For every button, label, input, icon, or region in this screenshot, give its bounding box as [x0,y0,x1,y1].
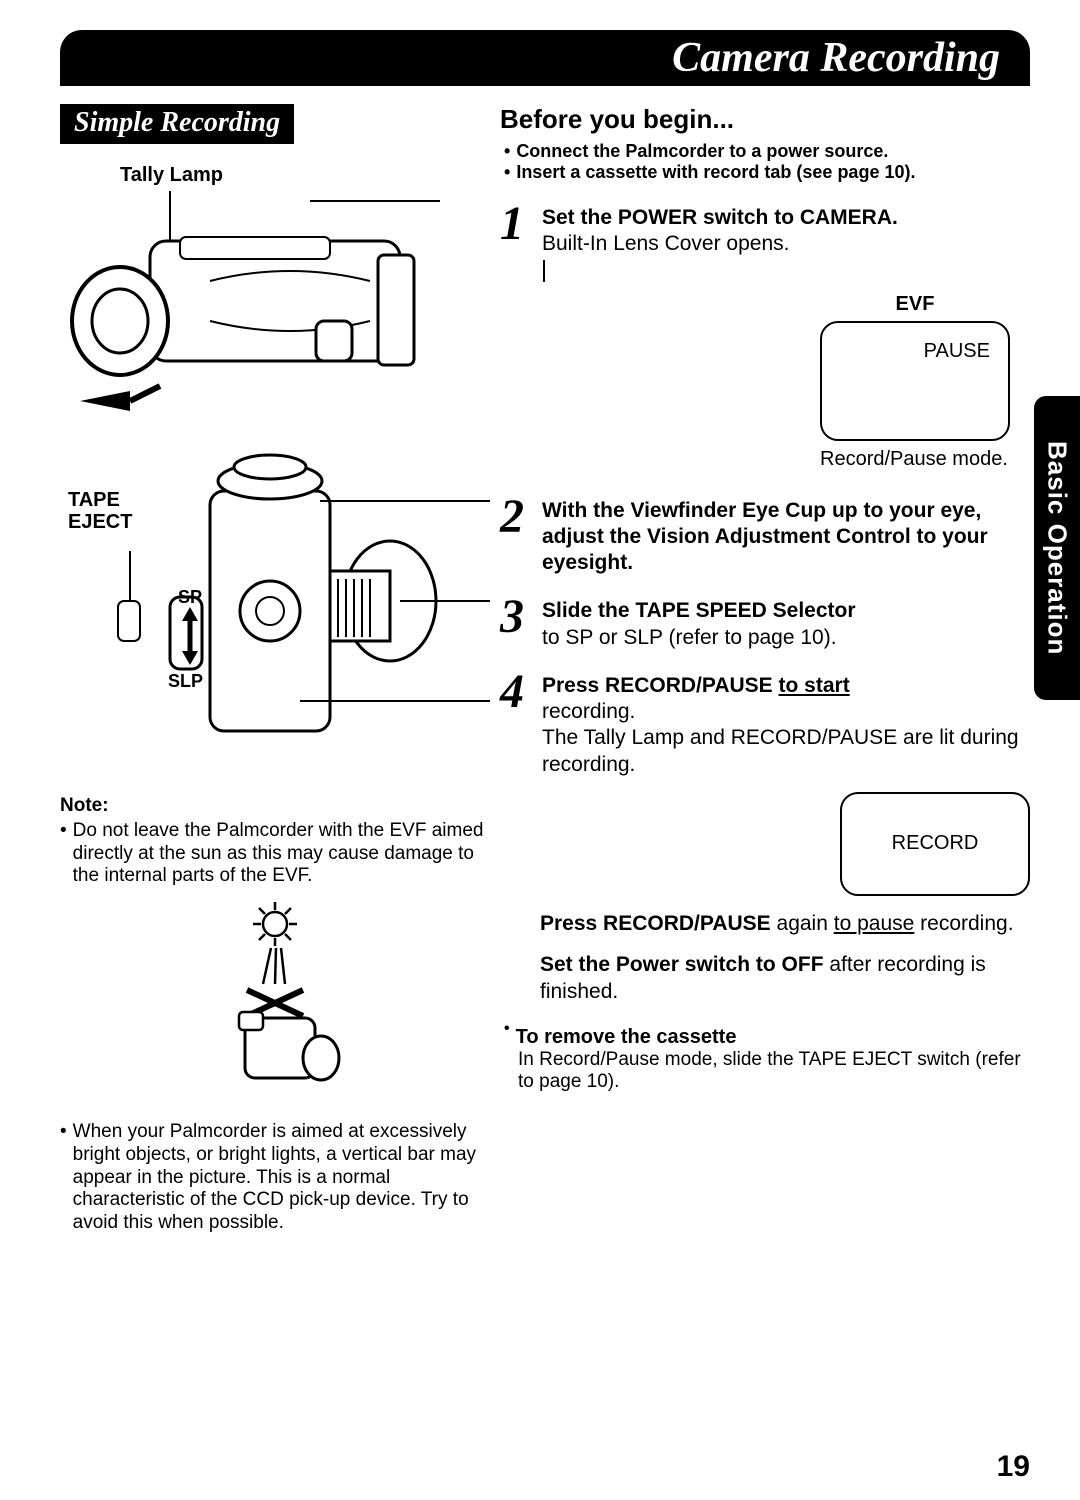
camcorder-rear-illustration: SP SLP [60,451,490,781]
after-steps: Press RECORD/PAUSE again to pause record… [500,910,1030,1006]
cassette-text: In Record/Pause mode, slide the TAPE EJE… [518,1049,1030,1095]
evf-display: EVF PAUSE Record/Pause mode. [542,292,1030,472]
svg-text:SP: SP [178,587,202,607]
sun-warning-illustration [60,898,490,1115]
step-2: 2 With the Viewfinder Eye Cup up to your… [500,498,1030,577]
page-title: Camera Recording [672,35,1000,81]
note-heading: Note: [60,795,490,818]
right-column: Before you begin... •Connect the Palmcor… [500,104,1030,1235]
before-heading: Before you begin... [500,104,1030,135]
step1-leader-line [542,258,802,284]
tally-lamp-label: Tally Lamp [120,164,490,187]
cassette-heading: To remove the cassette [516,1026,737,1049]
side-tab: Basic Operation [1034,396,1080,700]
note-block: Note: • Do not leave the Palmcorder with… [60,795,490,1235]
note-item-2: • When your Palmcorder is aimed at exces… [60,1121,490,1235]
left-column: Simple Recording Tally Lamp [60,104,490,1235]
camcorder-side-illustration [60,191,490,451]
evf-box: PAUSE [820,321,1010,441]
page-title-bar: Camera Recording [60,30,1030,86]
section-header: Simple Recording [60,104,294,144]
before-item-2: •Insert a cassette with record tab (see … [504,162,1030,183]
record-box: RECORD [840,792,1030,896]
before-item-1: •Connect the Palmcorder to a power sourc… [504,141,1030,162]
note-item-1: • Do not leave the Palmcorder with the E… [60,820,490,888]
step-4: 4 Press RECORD/PAUSE to start recording.… [500,673,1030,910]
step-1: 1 Set the POWER switch to CAMERA. Built-… [500,205,1030,476]
svg-text:SLP: SLP [168,671,203,691]
page-number: 19 [997,1450,1030,1484]
step-3: 3 Slide the TAPE SPEED Selector to SP or… [500,598,1030,651]
